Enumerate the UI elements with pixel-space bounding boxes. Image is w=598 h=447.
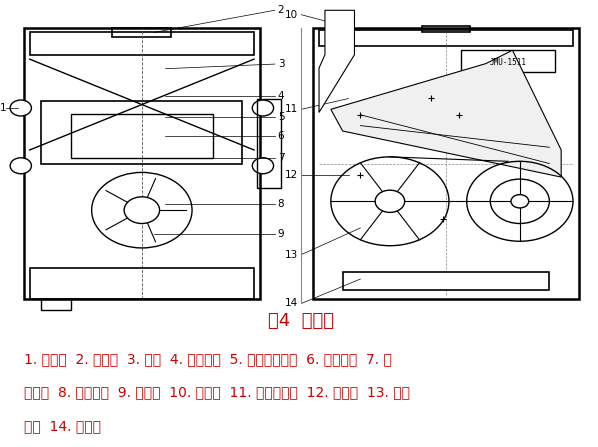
Bar (313, 28, 579, 299)
Circle shape (375, 190, 405, 212)
Text: JMU-1511: JMU-1511 (490, 58, 526, 67)
Circle shape (10, 100, 32, 116)
Circle shape (124, 197, 160, 224)
Text: 14: 14 (285, 299, 298, 308)
Bar (343, 272, 550, 290)
Bar (24, 28, 260, 299)
Circle shape (252, 158, 273, 174)
Polygon shape (331, 50, 561, 177)
Text: 4: 4 (277, 91, 284, 101)
Circle shape (252, 100, 273, 116)
Bar (319, 30, 573, 46)
Text: 动系统  8. 风扇系统  9. 传动罩  10. 分选阀  11. 四连杆机构  12. 出料口  13. 风扇: 动系统 8. 风扇系统 9. 传动罩 10. 分选阀 11. 四连杆机构 12.… (24, 386, 410, 400)
Text: 5: 5 (277, 113, 284, 122)
Bar (41, 101, 242, 164)
Text: 12: 12 (285, 169, 298, 180)
Text: 7: 7 (277, 153, 284, 163)
Text: 8: 8 (277, 199, 284, 209)
Text: 13: 13 (285, 249, 298, 260)
Bar (257, 99, 280, 188)
Bar (41, 299, 71, 310)
Text: 9: 9 (277, 229, 284, 239)
Text: 6: 6 (277, 131, 284, 141)
Bar (30, 268, 254, 299)
Text: 图4  去石机: 图4 去石机 (269, 312, 334, 330)
Text: 3: 3 (277, 59, 284, 69)
Bar (422, 26, 469, 33)
Circle shape (511, 194, 529, 208)
Text: 壳体  14. 集尘盒: 壳体 14. 集尘盒 (24, 419, 100, 433)
Text: 2: 2 (277, 5, 284, 15)
Bar (461, 50, 556, 72)
Text: 1: 1 (0, 103, 7, 113)
Bar (112, 28, 172, 37)
Bar (71, 114, 213, 158)
Polygon shape (319, 10, 355, 113)
Text: 1. 配重块  2. 进料口  3. 机体  4. 排石档板  5. 摆动动力系统  6. 平衡系统  7. 传: 1. 配重块 2. 进料口 3. 机体 4. 排石档板 5. 摆动动力系统 6.… (24, 352, 392, 367)
Text: 11: 11 (285, 104, 298, 114)
Circle shape (10, 158, 32, 174)
Bar (30, 33, 254, 55)
Text: 10: 10 (285, 10, 298, 20)
